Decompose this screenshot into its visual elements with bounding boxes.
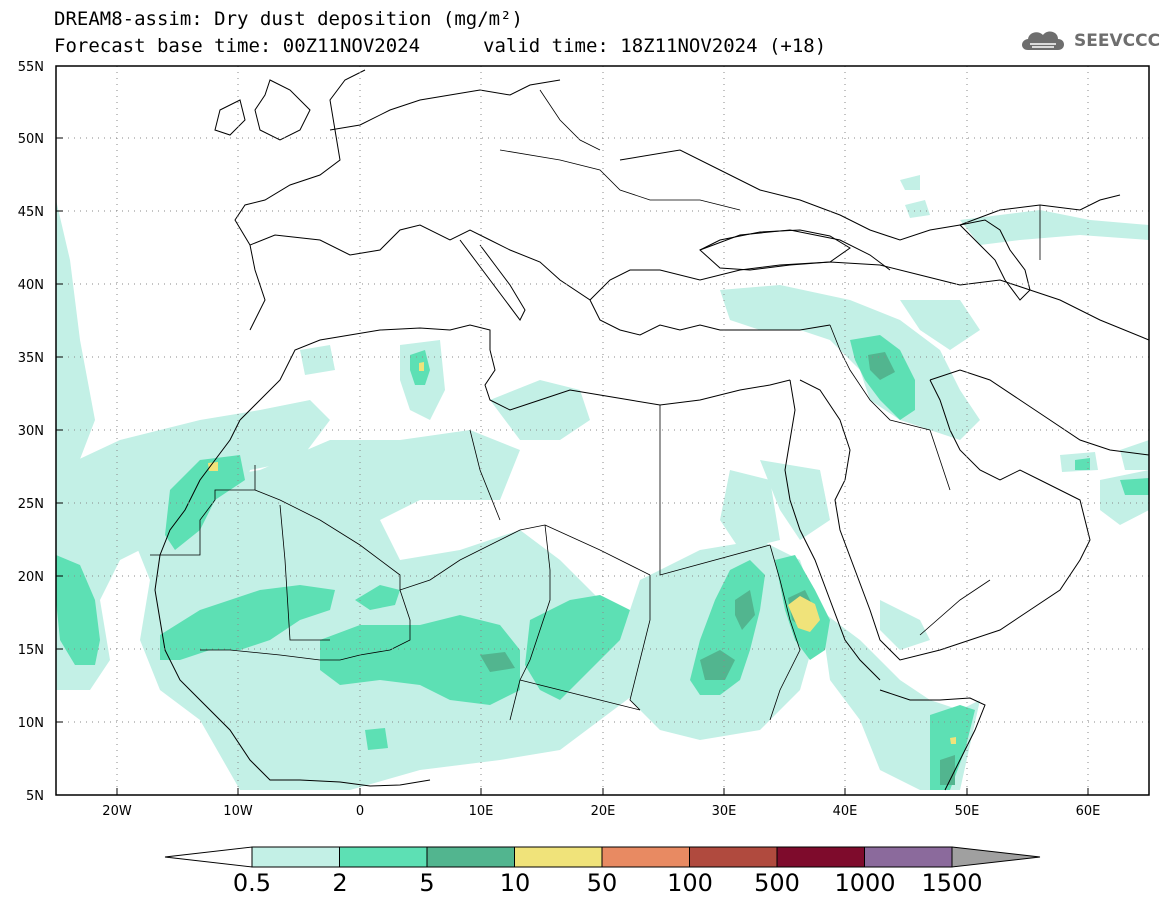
colorbar-label: 1000 [834, 869, 895, 897]
colorbar-swatch [339, 846, 428, 868]
colorbar-labels: 0.5 2 5 10 50 100 500 1000 1500 [233, 869, 983, 897]
lat-label: 15N [18, 643, 44, 658]
lon-labels: 20W 10W 0 10E 20E 30E 40E 50E 60E [102, 804, 1100, 819]
lon-label: 30E [712, 804, 737, 819]
colorbar-label: 1500 [921, 869, 982, 897]
colorbar-label: 0.5 [233, 869, 271, 897]
lat-label: 55N [18, 60, 44, 75]
colorbar-swatches [251, 846, 953, 868]
colorbar: 0.5 2 5 10 50 100 500 1000 1500 [164, 846, 1041, 897]
colorbar-swatch [426, 846, 515, 868]
lat-label: 10N [18, 716, 44, 731]
cloud-logo-icon [1022, 31, 1064, 50]
lat-label: 5N [26, 789, 44, 804]
colorbar-label: 100 [667, 869, 713, 897]
colorbar-swatch [776, 846, 865, 868]
logo-text: SEEVCCC [1074, 31, 1161, 51]
colorbar-low-arrow [164, 846, 253, 868]
lat-label: 35N [18, 351, 44, 366]
lon-label: 50E [955, 804, 980, 819]
forecast-base-time: Forecast base time: 00Z11NOV2024 [54, 35, 421, 57]
colorbar-swatch [689, 846, 778, 868]
colorbar-label: 50 [587, 869, 618, 897]
map-title: DREAM8-assim: Dry dust deposition (mg/m²… [54, 8, 523, 30]
lon-label: 10W [223, 804, 253, 819]
lat-label: 20N [18, 570, 44, 585]
valid-time: valid time: 18Z11NOV2024 (+18) [483, 35, 827, 57]
lat-label: 45N [18, 205, 44, 220]
lat-label: 25N [18, 497, 44, 512]
colorbar-label: 5 [419, 869, 434, 897]
dust-layer-light [56, 175, 1149, 790]
lon-label: 20W [102, 804, 132, 819]
dust-field [56, 175, 1149, 790]
lat-label: 40N [18, 278, 44, 293]
colorbar-high-arrow [951, 846, 1041, 868]
graticule [56, 66, 1149, 795]
lat-label: 50N [18, 132, 44, 147]
lon-label: 0 [356, 804, 364, 819]
lon-label: 10E [469, 804, 494, 819]
axis-ticks [56, 65, 1089, 795]
lon-label: 20E [591, 804, 616, 819]
lon-label: 40E [833, 804, 858, 819]
borders [150, 89, 1041, 721]
colorbar-swatch [864, 846, 953, 868]
lon-label: 60E [1076, 804, 1101, 819]
dust-layer-high [208, 362, 956, 744]
colorbar-swatch [514, 846, 603, 868]
colorbar-swatch [601, 846, 690, 868]
lat-labels: 55N 50N 45N 40N 35N 30N 25N 20N 15N 10N … [18, 60, 44, 804]
colorbar-label: 2 [332, 869, 347, 897]
seevccc-logo: SEEVCCC [1018, 26, 1160, 56]
colorbar-label: 10 [500, 869, 531, 897]
colorbar-label: 500 [754, 869, 800, 897]
colorbar-swatch [251, 846, 340, 868]
lat-label: 30N [18, 424, 44, 439]
